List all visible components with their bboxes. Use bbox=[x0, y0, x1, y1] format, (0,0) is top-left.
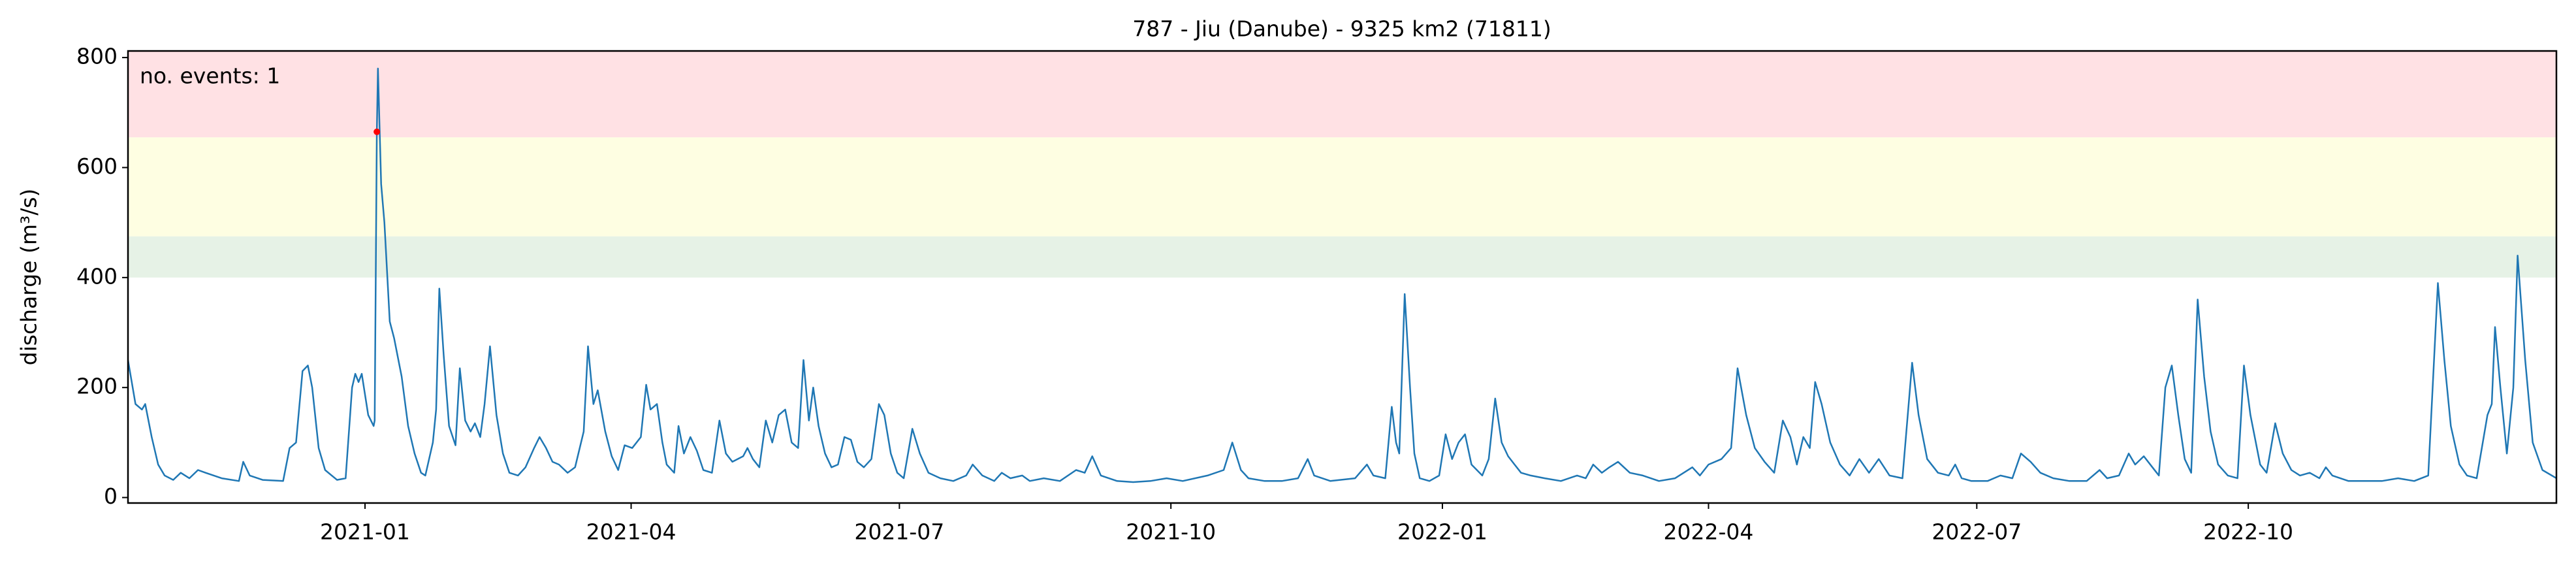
x-tick-label: 2021-01 bbox=[320, 519, 410, 545]
x-tick-label: 2021-04 bbox=[586, 519, 676, 545]
event-marker bbox=[374, 128, 381, 135]
x-tick-label: 2022-01 bbox=[1397, 519, 1487, 545]
y-tick-label: 400 bbox=[76, 263, 118, 289]
y-tick-label: 800 bbox=[76, 44, 118, 69]
plot-area bbox=[128, 67, 2556, 483]
x-tick-label: 2021-07 bbox=[854, 519, 944, 545]
threshold-band bbox=[128, 236, 2556, 278]
threshold-band bbox=[128, 137, 2556, 236]
y-tick-label: 600 bbox=[76, 154, 118, 179]
y-axis-label: discharge (m³/s) bbox=[16, 189, 42, 366]
bands bbox=[128, 51, 2556, 278]
x-tick-label: 2021-10 bbox=[1126, 519, 1216, 545]
discharge-line bbox=[128, 67, 2556, 483]
y-tick-label: 0 bbox=[104, 483, 118, 509]
x-tick-label: 2022-04 bbox=[1664, 519, 1754, 545]
y-tick-label: 200 bbox=[76, 374, 118, 399]
chart-title: 787 - Jiu (Danube) - 9325 km2 (71811) bbox=[1132, 16, 1551, 42]
threshold-band bbox=[128, 51, 2556, 138]
x-tick-label: 2022-07 bbox=[1932, 519, 2022, 545]
annotation: no. events: 1 bbox=[140, 63, 280, 89]
x-tick-label: 2022-10 bbox=[2203, 519, 2293, 545]
